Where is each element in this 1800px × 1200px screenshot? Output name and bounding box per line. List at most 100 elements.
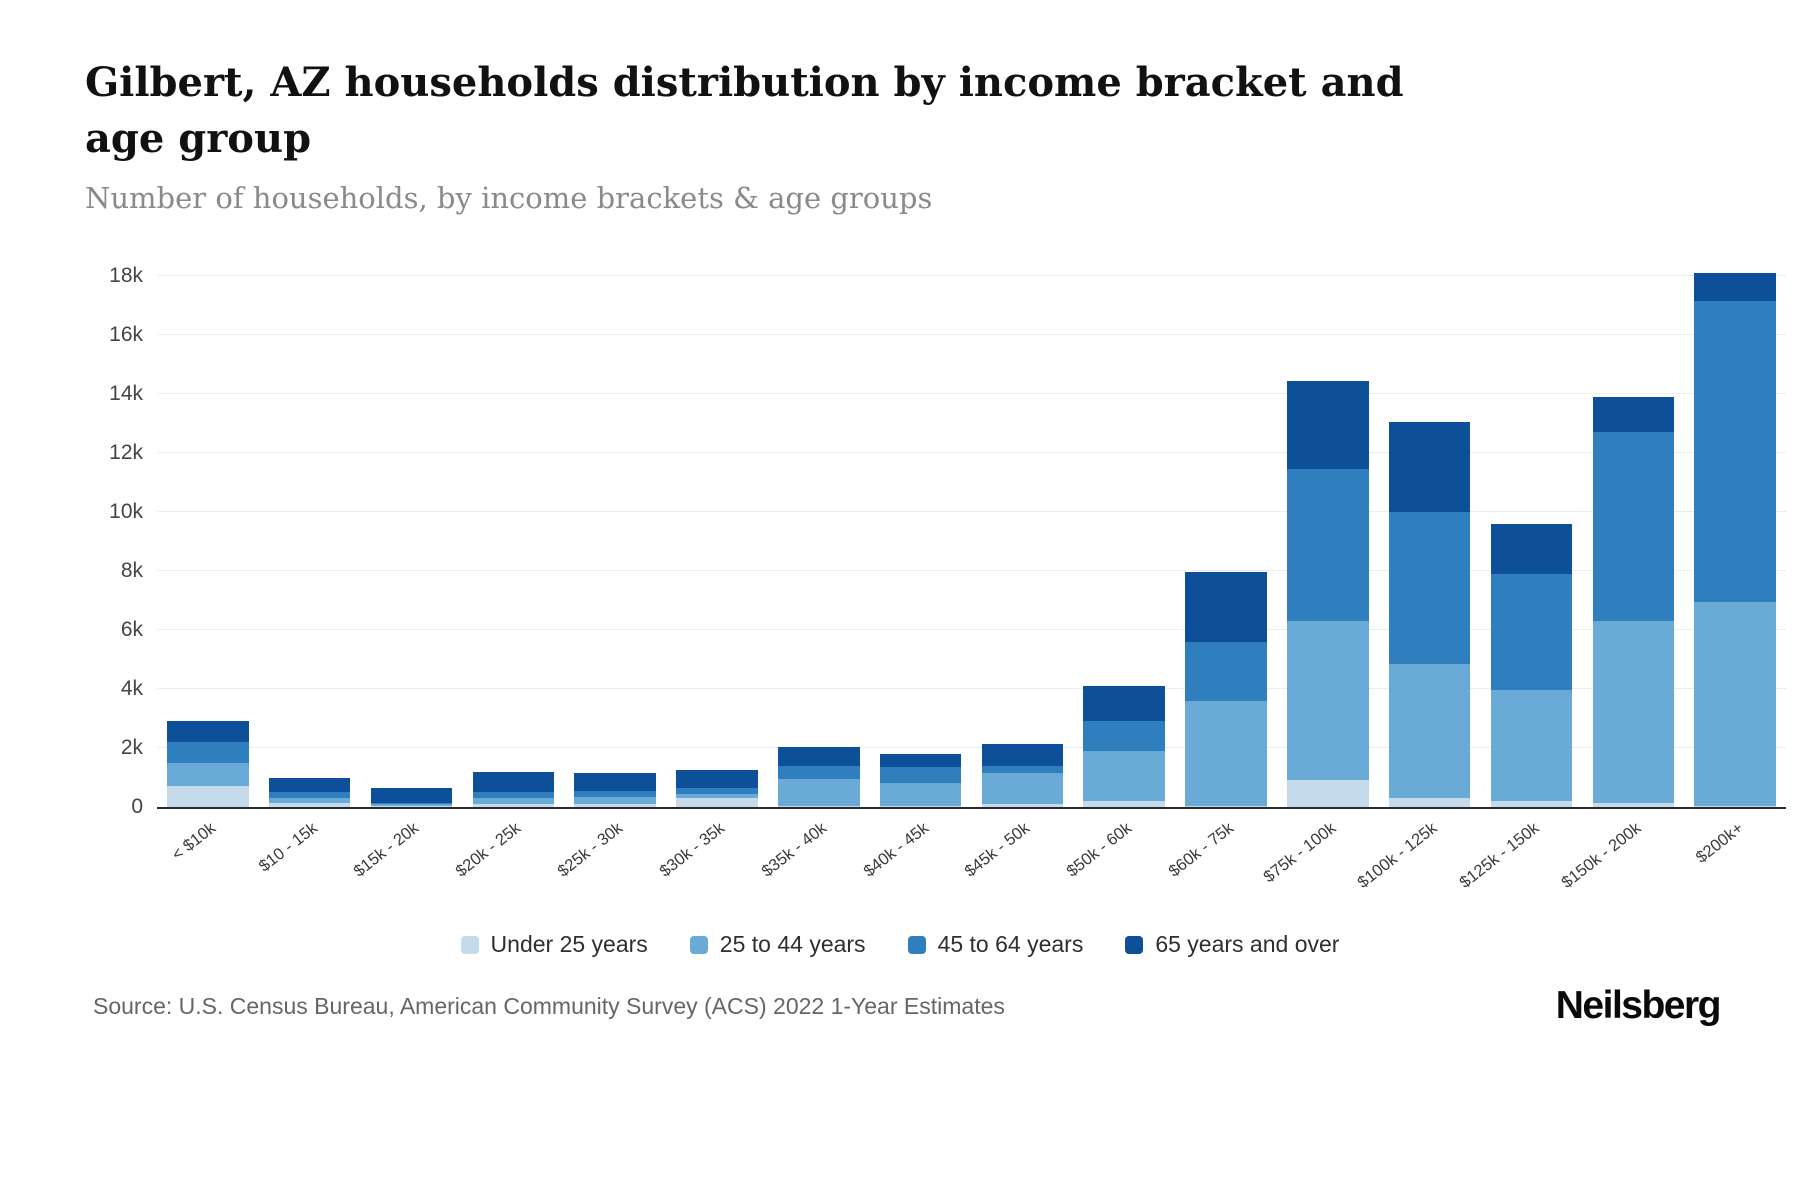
gridline [157, 510, 1786, 512]
bar-segment-65-years-and-over[interactable] [1287, 380, 1369, 470]
y-axis-tick-label: 12k [109, 440, 143, 464]
bar-segment-25-to-44-years[interactable] [1388, 663, 1471, 799]
bar-segment-45-to-64-years[interactable] [574, 790, 656, 797]
bar-segment-65-years-and-over[interactable] [1694, 272, 1776, 301]
bar-segment-65-years-and-over[interactable] [1185, 572, 1267, 642]
bar-segment-under-25-years[interactable] [1287, 780, 1369, 807]
legend-item[interactable]: Under 25 years [460, 931, 648, 958]
bar-column: $200k+ [1684, 267, 1786, 867]
bar-segment-45-to-64-years[interactable] [879, 767, 962, 784]
bar-column: $60k - 75k [1165, 267, 1277, 881]
bar-segment-45-to-64-years[interactable] [268, 792, 351, 799]
bar-segment-25-to-44-years[interactable] [370, 804, 453, 806]
bar-segment-65-years-and-over[interactable] [574, 773, 656, 791]
bar-segment-25-to-44-years[interactable] [1592, 621, 1675, 803]
bar-column: $150k - 200k [1558, 267, 1684, 892]
gridline [157, 333, 1786, 335]
bar-segment-under-25-years[interactable] [370, 805, 453, 807]
source-text: Source: U.S. Census Bureau, American Com… [93, 992, 1005, 1019]
chart-footer: Source: U.S. Census Bureau, American Com… [93, 984, 1722, 1028]
bar-segment-45-to-64-years[interactable] [167, 742, 249, 763]
bar-segment-25-to-44-years[interactable] [472, 798, 555, 805]
bar-segment-65-years-and-over[interactable] [879, 753, 962, 768]
bar-segment-65-years-and-over[interactable] [1388, 421, 1471, 512]
bar-segment-under-25-years[interactable] [1490, 801, 1573, 807]
bar-stack [268, 267, 351, 807]
bar-segment-under-25-years[interactable] [167, 786, 249, 807]
bar-segment-65-years-and-over[interactable] [1490, 523, 1573, 574]
bar-segment-65-years-and-over[interactable] [1592, 396, 1675, 433]
bar-segment-under-25-years[interactable] [574, 804, 656, 807]
bar-segment-45-to-64-years[interactable] [1694, 300, 1776, 602]
bar-segment-45-to-64-years[interactable] [1490, 573, 1573, 691]
bar-column: $45k - 50k [962, 267, 1074, 881]
bar-segment-45-to-64-years[interactable] [370, 802, 453, 805]
bar-segment-under-25-years[interactable] [879, 805, 962, 807]
bar-segment-25-to-44-years[interactable] [981, 773, 1064, 805]
legend-swatch [689, 935, 708, 954]
bar-column: $30k - 35k [656, 267, 768, 881]
bar-column: $15k - 20k [351, 267, 463, 881]
bar-segment-25-to-44-years[interactable] [1083, 750, 1165, 802]
y-axis-tick-label: 18k [109, 263, 143, 287]
neilsberg-logo: Neilsberg [1555, 984, 1722, 1027]
legend-item[interactable]: 25 to 44 years [689, 931, 866, 958]
y-axis-tick-label: 16k [109, 322, 143, 346]
bar-segment-65-years-and-over[interactable] [268, 777, 351, 793]
bar-segment-under-25-years[interactable] [1083, 801, 1165, 807]
bar-stack [981, 267, 1064, 807]
bar-segment-65-years-and-over[interactable] [676, 770, 758, 788]
bar-segment-45-to-64-years[interactable] [1287, 469, 1369, 622]
bar-segment-65-years-and-over[interactable] [981, 743, 1064, 766]
bar-segment-45-to-64-years[interactable] [778, 765, 860, 779]
bar-segment-45-to-64-years[interactable] [1592, 432, 1675, 622]
bar-column: $75k - 100k [1260, 267, 1379, 886]
bar-segment-65-years-and-over[interactable] [472, 771, 555, 793]
bar-segment-45-to-64-years[interactable] [472, 792, 555, 799]
bar-segment-25-to-44-years[interactable] [268, 798, 351, 803]
bar-segment-under-25-years[interactable] [778, 805, 860, 807]
bar-segment-under-25-years[interactable] [1694, 805, 1776, 807]
bar-column: $25k - 30k [554, 267, 666, 881]
bar-segment-under-25-years[interactable] [472, 804, 555, 807]
bar-segment-45-to-64-years[interactable] [981, 765, 1064, 774]
bar-segment-45-to-64-years[interactable] [1388, 511, 1471, 664]
bar-segment-65-years-and-over[interactable] [370, 787, 453, 803]
bar-stack [879, 267, 962, 807]
bar-segment-25-to-44-years[interactable] [1694, 601, 1776, 806]
bar-segment-25-to-44-years[interactable] [1287, 621, 1369, 781]
bar-segment-25-to-44-years[interactable] [167, 762, 249, 787]
bar-segment-45-to-64-years[interactable] [1083, 721, 1165, 751]
bar-segment-under-25-years[interactable] [676, 798, 758, 807]
x-axis-label: $25k - 30k [554, 819, 627, 881]
bar-segment-65-years-and-over[interactable] [778, 746, 860, 766]
bar-segment-45-to-64-years[interactable] [676, 787, 758, 794]
bar-segment-65-years-and-over[interactable] [1083, 686, 1165, 722]
legend-item[interactable]: 65 years and over [1125, 931, 1339, 958]
bar-column: $35k - 40k [758, 267, 870, 881]
legend-label: Under 25 years [490, 931, 648, 957]
gridline [157, 274, 1786, 276]
bar-segment-25-to-44-years[interactable] [879, 783, 962, 806]
bar-stack [472, 267, 555, 807]
bar-stack [167, 267, 249, 807]
bar-segment-under-25-years[interactable] [981, 804, 1064, 807]
legend-item[interactable]: 45 to 64 years [907, 931, 1083, 958]
bar-segment-25-to-44-years[interactable] [1490, 690, 1573, 802]
bar-segment-65-years-and-over[interactable] [167, 721, 249, 743]
bar-segment-25-to-44-years[interactable] [778, 778, 860, 806]
legend-swatch [907, 935, 926, 954]
bar-segment-25-to-44-years[interactable] [574, 796, 656, 805]
y-axis-tick-label: 2k [120, 735, 143, 759]
bar-segment-under-25-years[interactable] [268, 802, 351, 807]
stacked-bar-chart: 0 2k 4k 6k 8k 10k 12k 14k 16k 18k < $10k $10 - 15k $… [85, 264, 1786, 892]
bar-segment-25-to-44-years[interactable] [1185, 700, 1267, 806]
y-axis-tick-label: 10k [109, 499, 143, 523]
bar-segment-under-25-years[interactable] [1185, 805, 1267, 807]
bar-segment-45-to-64-years[interactable] [1185, 641, 1267, 701]
y-axis-tick-label: 6k [120, 617, 143, 641]
x-axis-label: $125k - 150k [1456, 819, 1543, 892]
bar-segment-25-to-44-years[interactable] [676, 793, 758, 799]
bar-segment-under-25-years[interactable] [1592, 802, 1675, 807]
bar-segment-under-25-years[interactable] [1388, 798, 1471, 807]
